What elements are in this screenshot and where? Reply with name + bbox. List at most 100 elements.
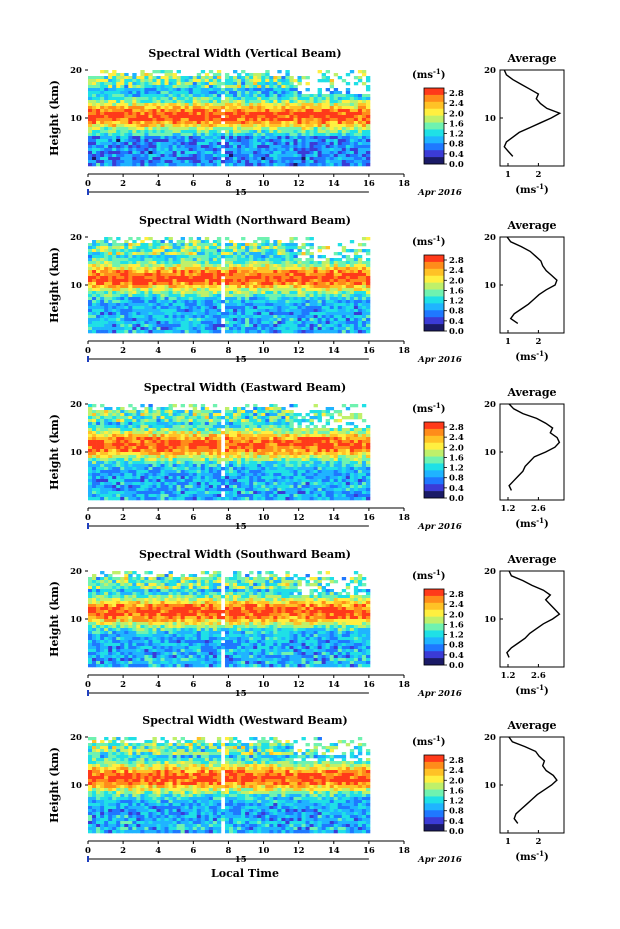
heatmap-cell <box>116 136 121 140</box>
heatmap-cell <box>289 297 294 301</box>
heatmap-cell <box>140 479 145 483</box>
heatmap-cell <box>212 294 218 298</box>
heatmap-cell <box>104 425 109 429</box>
heatmap-cell <box>249 243 254 247</box>
heatmap-cell <box>216 163 222 167</box>
heatmap-cell <box>200 88 206 92</box>
heatmap-cell <box>345 88 351 92</box>
x-tick-label: 8 <box>225 179 231 189</box>
heatmap-cell <box>265 270 270 274</box>
heatmap-cell <box>104 321 109 325</box>
heatmap-cell <box>325 100 331 104</box>
heatmap-cell <box>208 157 214 161</box>
heatmap-cell <box>220 324 226 328</box>
heatmap-cell <box>325 133 331 137</box>
heatmap-cell <box>361 115 367 119</box>
heatmap-cell <box>224 261 230 265</box>
heatmap-cell <box>212 142 218 146</box>
heatmap-cell <box>140 491 145 495</box>
heatmap-cell <box>136 112 141 116</box>
heatmap-cell <box>313 154 318 158</box>
heatmap-cell <box>212 285 218 289</box>
heatmap-cell <box>309 297 314 301</box>
heatmap-cell <box>112 127 117 131</box>
heatmap-cell <box>168 461 173 465</box>
heatmap-cell <box>108 121 113 125</box>
heatmap-cell <box>309 270 314 274</box>
heatmap-cell <box>104 97 109 101</box>
heatmap-cell <box>132 261 137 265</box>
heatmap-cell <box>104 440 109 444</box>
heatmap-cell <box>160 300 165 304</box>
heatmap-cell <box>92 115 97 119</box>
heatmap-cell <box>184 79 190 83</box>
heatmap-cell <box>144 479 149 483</box>
heatmap-cell <box>257 246 262 250</box>
heatmap-cell <box>124 82 129 86</box>
heatmap-cell <box>164 306 169 310</box>
heatmap-cell <box>321 312 326 316</box>
heatmap-cell <box>325 288 331 292</box>
heatmap-cell <box>365 330 371 334</box>
heatmap-cell <box>124 100 129 104</box>
heatmap-cell <box>289 267 294 271</box>
heatmap-cell <box>212 157 218 161</box>
heatmap-cell <box>357 145 363 149</box>
heatmap-cell <box>301 142 306 146</box>
heatmap-cell <box>172 261 177 265</box>
heatmap-cell <box>188 160 194 164</box>
heatmap-cell <box>301 279 306 283</box>
heatmap-cell <box>265 139 270 143</box>
heatmap-cell <box>184 124 190 128</box>
heatmap-cell <box>305 76 310 80</box>
heatmap-cell <box>112 440 117 444</box>
heatmap-cell <box>245 154 250 158</box>
heatmap-cell <box>229 124 234 128</box>
heatmap-cell <box>249 309 254 313</box>
heatmap-cell <box>100 243 105 247</box>
heatmap-cell <box>273 124 278 128</box>
heatmap-cell <box>321 130 326 134</box>
heatmap-cell <box>92 297 97 301</box>
heatmap-cell <box>112 76 117 80</box>
heatmap-cell <box>116 157 121 161</box>
heatmap-cell <box>112 443 117 447</box>
heatmap-cell <box>297 115 302 119</box>
heatmap-cell <box>200 97 206 101</box>
heatmap-cell <box>261 327 266 331</box>
heatmap-cell <box>172 136 177 140</box>
heatmap-cell <box>305 252 310 256</box>
heatmap-cell <box>88 118 93 122</box>
heatmap-cell <box>168 145 173 149</box>
heatmap-cell <box>128 488 133 492</box>
heatmap-cell <box>325 303 331 307</box>
heatmap-cell <box>176 303 181 307</box>
heatmap-cell <box>301 306 306 310</box>
heatmap-cell <box>116 282 121 286</box>
heatmap-cell <box>152 437 157 441</box>
heatmap-cell <box>132 282 137 286</box>
colorbar-unit-exp: -1 <box>433 67 441 76</box>
heatmap-cell <box>349 303 355 307</box>
heatmap-cell <box>216 279 222 283</box>
heatmap-cell <box>184 100 190 104</box>
heatmap-cell <box>345 97 351 101</box>
heatmap-cell <box>204 130 210 134</box>
heatmap-cell <box>208 282 214 286</box>
heatmap-cell <box>92 482 97 486</box>
heatmap-cell <box>160 494 165 498</box>
heatmap-cell <box>261 309 266 313</box>
heatmap-cell <box>160 157 165 161</box>
heatmap-cell <box>353 258 359 262</box>
heatmap-cell <box>333 106 339 110</box>
heatmap-cell <box>140 88 145 92</box>
heatmap-cell <box>124 282 129 286</box>
heatmap-cell <box>148 79 153 83</box>
heatmap-cell <box>120 440 125 444</box>
heatmap-cell <box>168 103 173 107</box>
heatmap-cell <box>124 494 129 498</box>
heatmap-cell <box>172 118 177 122</box>
heatmap-cell <box>289 258 294 262</box>
heatmap-cell <box>188 249 194 253</box>
heatmap-cell <box>192 100 198 104</box>
